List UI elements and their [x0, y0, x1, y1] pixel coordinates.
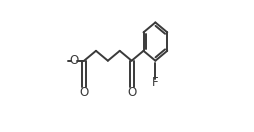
Text: F: F — [152, 76, 159, 89]
Text: O: O — [70, 54, 79, 67]
Text: O: O — [127, 86, 136, 99]
Text: O: O — [80, 86, 89, 99]
